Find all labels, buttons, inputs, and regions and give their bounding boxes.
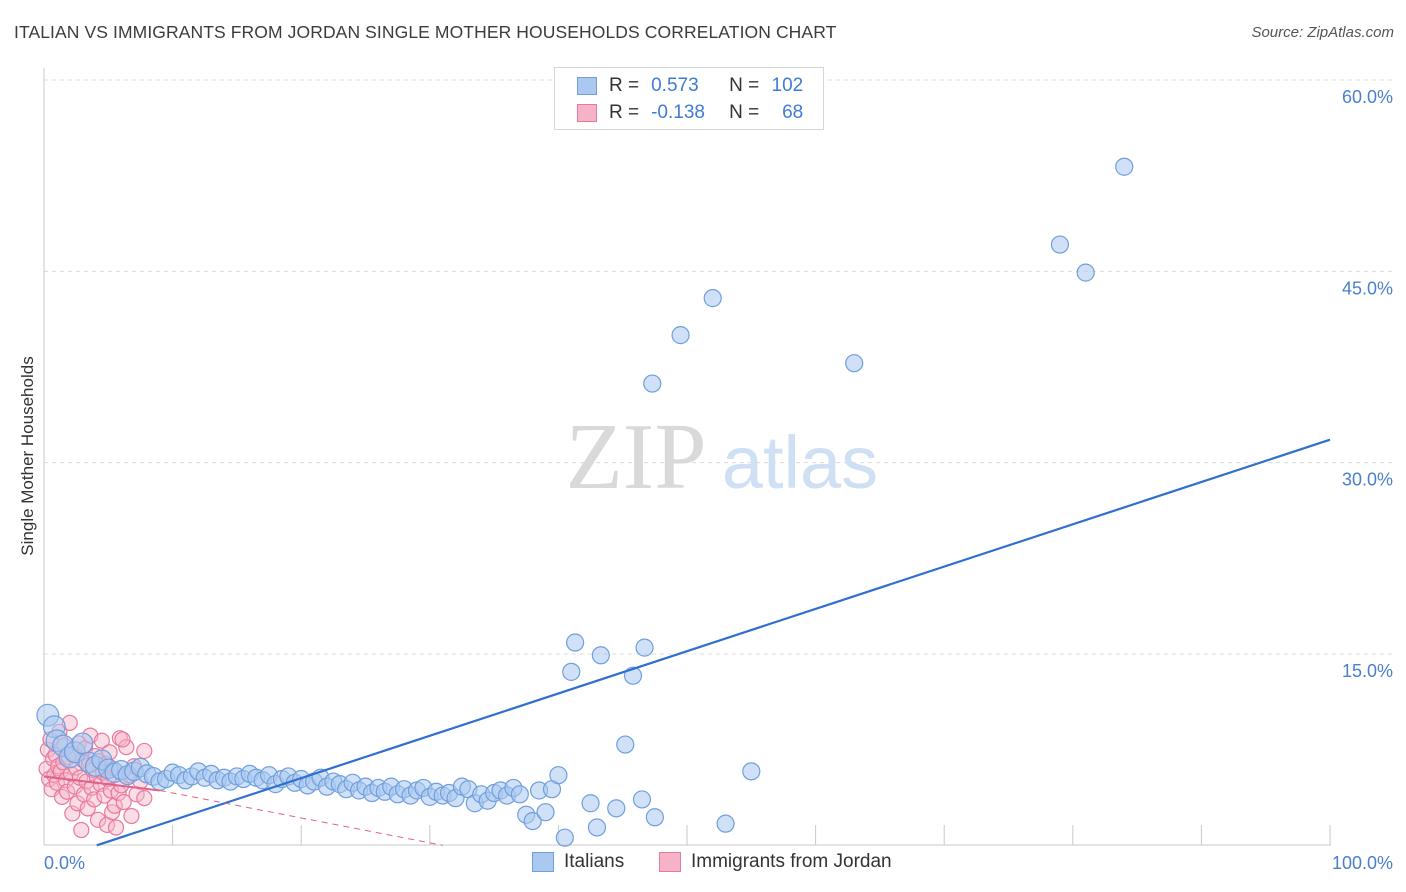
jordan-point-54 (107, 819, 125, 836)
r-label: R = (609, 75, 640, 96)
r-label: R = (609, 102, 640, 123)
italians-point-74 (510, 785, 529, 804)
italians-point-84 (581, 794, 600, 813)
jordan-point-24 (69, 795, 86, 812)
jordan-swatch (577, 104, 597, 122)
grid-lines (44, 79, 1395, 655)
r-value: -0.138 (651, 102, 705, 123)
italians-point-86 (591, 646, 610, 665)
italians-point-99 (1050, 235, 1070, 254)
jordan-point-20 (64, 805, 81, 822)
y-axis-label: Single Mother Households (18, 356, 37, 556)
y-tick-label-1: 30.0% (1342, 470, 1393, 490)
legend-item-italians[interactable]: Italians (532, 851, 624, 873)
italians-point-96 (716, 814, 735, 833)
italians-point-78 (536, 803, 555, 822)
jordan-point-61 (123, 807, 140, 825)
r-value: 0.573 (651, 75, 699, 96)
stats-legend-row-jordan: R = -0.138 N = 68 (577, 101, 803, 125)
legend-label-jordan: Immigrants from Jordan (691, 851, 892, 872)
n-label: N = (729, 102, 760, 123)
italians-point-92 (645, 808, 664, 827)
italians-point-93 (643, 374, 662, 393)
jordan-point-32 (79, 800, 96, 817)
x-tick-label-min: 0.0% (44, 853, 85, 873)
chart-title: ITALIAN VS IMMIGRANTS FROM JORDAN SINGLE… (14, 22, 837, 42)
jordan-point-53 (106, 797, 123, 814)
jordan-point-27 (73, 821, 90, 839)
y-tick-label-0: 15.0% (1342, 661, 1393, 681)
italians-point-82 (562, 662, 581, 681)
italians-legend-swatch (532, 852, 554, 872)
italians-point-98 (845, 354, 864, 373)
italians-point-6 (71, 732, 94, 755)
jordan-point-65 (136, 790, 153, 807)
italians-point-94 (671, 326, 690, 345)
italians-point-100 (1076, 263, 1095, 282)
jordan-point-67 (136, 742, 153, 760)
series-legend: Italians Immigrants from Jordan (0, 851, 1406, 877)
italians-point-87 (607, 799, 626, 818)
n-value: 68 (782, 102, 804, 123)
italians-point-81 (555, 828, 574, 847)
n-label: N = (729, 75, 760, 96)
italians-point-76 (523, 811, 542, 831)
trendline-2 (159, 789, 443, 846)
italians-point-80 (549, 766, 568, 785)
jordan-point-40 (89, 811, 107, 828)
jordan-point-37 (86, 791, 103, 808)
italians-point-101 (1115, 157, 1134, 176)
y-tick-label-3: 60.0% (1342, 87, 1393, 107)
legend-label-italians: Italians (564, 851, 625, 872)
stats-legend: R = 0.573 N = 102 R = -0.138 N = 68 (554, 67, 824, 130)
jordan-legend-swatch (659, 852, 681, 872)
italians-point-91 (632, 790, 652, 809)
watermark-zip: ZIP (566, 405, 707, 509)
italians-point-88 (616, 735, 635, 754)
y-tick-label-2: 45.0% (1342, 278, 1393, 298)
trendline-1 (43, 775, 160, 792)
jordan-point-66 (114, 731, 131, 748)
x-tick-label-max: 100.0% (1332, 853, 1393, 873)
jordan-point-59 (118, 739, 135, 756)
trendline-0 (96, 438, 1331, 847)
source-credit: Source: ZipAtlas.com (1251, 24, 1394, 41)
stats-legend-row-italians: R = 0.573 N = 102 (577, 74, 803, 98)
italians-point-97 (742, 762, 761, 781)
trendlines (43, 438, 1331, 847)
italians-point-85 (587, 818, 607, 837)
tick-labels: 15.0% 30.0% 45.0% 60.0% 0.0% 100.0% (44, 87, 1393, 873)
jordan-point-43 (93, 732, 110, 749)
italians-point-83 (566, 633, 585, 652)
italians-point-95 (703, 289, 722, 308)
legend-item-jordan[interactable]: Immigrants from Jordan (659, 851, 892, 873)
watermark: ZIP atlas (566, 405, 879, 509)
italians-point-90 (635, 638, 654, 657)
n-value: 102 (771, 75, 804, 96)
watermark-atlas: atlas (722, 421, 878, 504)
jordan-point-58 (115, 793, 132, 811)
italians-swatch (577, 77, 597, 95)
